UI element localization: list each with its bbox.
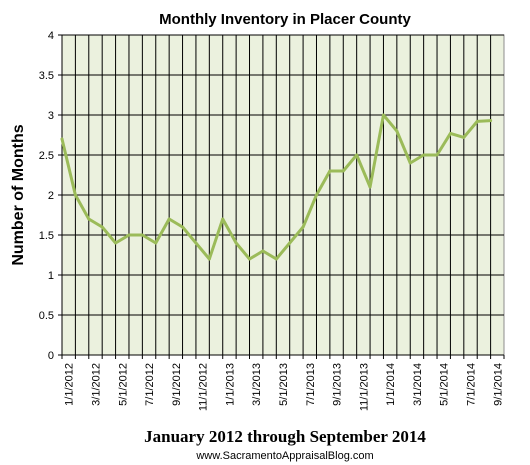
data-point — [449, 132, 452, 135]
series-layer — [60, 113, 493, 261]
x-tick-label: 9/1/2012 — [171, 363, 183, 406]
data-point — [261, 249, 265, 253]
data-point — [127, 233, 131, 237]
data-point — [73, 193, 77, 197]
y-tick-label: 1 — [48, 270, 54, 282]
x-tick-label: 9/1/2014 — [492, 363, 504, 406]
x-tick-label: 3/1/2012 — [90, 363, 102, 406]
data-point — [328, 169, 332, 173]
y-tick-label: 0 — [48, 350, 54, 362]
y-tick-label: 1.5 — [39, 230, 54, 242]
gridlines — [62, 34, 504, 355]
x-tick-label: 11/1/2013 — [358, 363, 370, 411]
x-tick-label: 1/1/2012 — [64, 363, 76, 406]
x-tick-label: 5/1/2013 — [278, 363, 290, 406]
y-tick-label: 3.5 — [39, 70, 54, 82]
data-point — [422, 153, 426, 157]
data-point — [315, 193, 318, 197]
data-point — [341, 169, 345, 173]
source-credit: www.SacramentoAppraisalBlog.com — [195, 450, 373, 462]
x-tick-label: 9/1/2013 — [332, 363, 344, 406]
data-point — [167, 217, 171, 221]
data-point — [489, 119, 493, 122]
x-tick-label: 7/1/2013 — [305, 363, 317, 406]
axes: 0 0.5 1 1.5 2 2.5 3 3.5 4 1/1/2012 3/1/2012 5/1/201… — [39, 30, 505, 411]
data-point — [207, 257, 211, 261]
data-point — [100, 225, 104, 229]
x-tick-label: 7/1/2012 — [144, 363, 156, 406]
data-point — [194, 241, 198, 245]
x-tick-label: 3/1/2013 — [251, 363, 263, 406]
data-point — [87, 217, 91, 221]
data-point — [248, 257, 251, 261]
data-point — [475, 120, 479, 123]
chart-title: Monthly Inventory in Placer County — [159, 11, 411, 28]
y-tick-label: 2.5 — [39, 150, 54, 162]
data-point — [355, 153, 359, 157]
y-axis-label: Number of Months — [10, 124, 27, 265]
x-tick-label: 5/1/2014 — [439, 363, 451, 406]
data-point — [114, 241, 117, 245]
data-point — [408, 161, 412, 165]
data-point — [234, 241, 238, 245]
x-tick-label: 3/1/2014 — [412, 363, 424, 406]
x-tick-label: 5/1/2012 — [117, 363, 129, 406]
data-point — [382, 113, 385, 117]
data-point — [288, 241, 292, 245]
y-tick-label: 2 — [48, 190, 54, 202]
data-point — [435, 153, 439, 157]
x-tick-label: 11/1/2012 — [198, 363, 210, 411]
data-point — [60, 137, 64, 141]
y-tick-label: 4 — [48, 30, 54, 42]
x-axis-title: January 2012 through September 2014 — [144, 427, 426, 446]
data-point — [274, 257, 278, 261]
data-point — [395, 129, 399, 133]
y-tick-label: 3 — [48, 110, 54, 122]
x-tick-label: 7/1/2014 — [466, 363, 478, 406]
data-point — [140, 233, 144, 237]
x-tick-label: 1/1/2014 — [385, 363, 397, 406]
data-point — [181, 225, 184, 229]
data-point — [462, 136, 466, 139]
data-point — [221, 217, 225, 221]
data-point — [301, 225, 305, 229]
x-tick-label: 1/1/2013 — [224, 363, 236, 406]
y-tick-label: 0.5 — [39, 310, 54, 322]
data-point — [154, 241, 158, 245]
data-point — [368, 185, 372, 189]
